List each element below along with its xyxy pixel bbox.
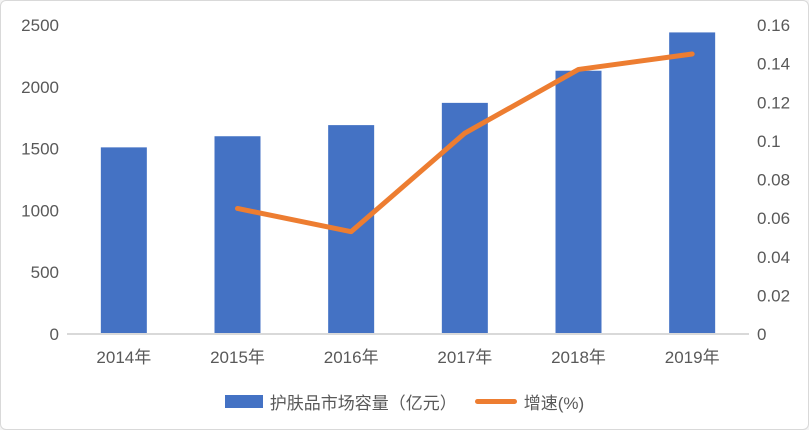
bar-2015年 [214,136,261,334]
legend-item-growth-rate: 增速(%) [474,389,585,414]
line-series-label: 增速(%) [523,394,585,413]
right-axis-tick: 0.14 [757,55,790,74]
legend: 护肤品市场容量（亿元） 增速(%) [1,389,808,414]
bar-series-label: 护肤品市场容量（亿元） [269,394,457,413]
line-series-swatch [474,399,517,404]
right-axis-tick: 0.12 [757,93,790,112]
right-axis-tick: 0 [757,325,766,344]
bar-2014年 [100,147,147,334]
right-axis-tick: 0.04 [757,248,790,267]
x-axis-label: 2016年 [324,348,379,367]
right-axis-tick: 0.06 [757,209,790,228]
x-axis-label: 2019年 [665,348,720,367]
left-axis-tick: 2000 [21,78,59,97]
left-axis-tick: 1000 [21,201,59,220]
bar-2019年 [669,32,716,334]
x-axis-label: 2017年 [437,348,492,367]
legend-item-market-size: 护肤品市场容量（亿元） [224,389,457,414]
right-axis-tick: 0.16 [757,16,790,35]
right-axis-tick: 0.1 [757,132,781,151]
right-axis-tick: 0.02 [757,286,790,305]
left-axis-tick: 500 [31,263,59,282]
right-axis-tick: 0.08 [757,171,790,190]
bar-2018年 [555,70,602,335]
left-axis-tick: 1500 [21,140,59,159]
bar-2017年 [441,102,488,334]
left-axis-tick: 0 [50,325,59,344]
x-axis-label: 2015年 [210,348,265,367]
x-axis-label: 2018年 [551,348,606,367]
growth-rate-line [235,51,695,235]
bar-series-swatch [224,395,263,408]
left-axis-tick: 2500 [21,16,59,35]
x-axis-label: 2014年 [96,348,151,367]
